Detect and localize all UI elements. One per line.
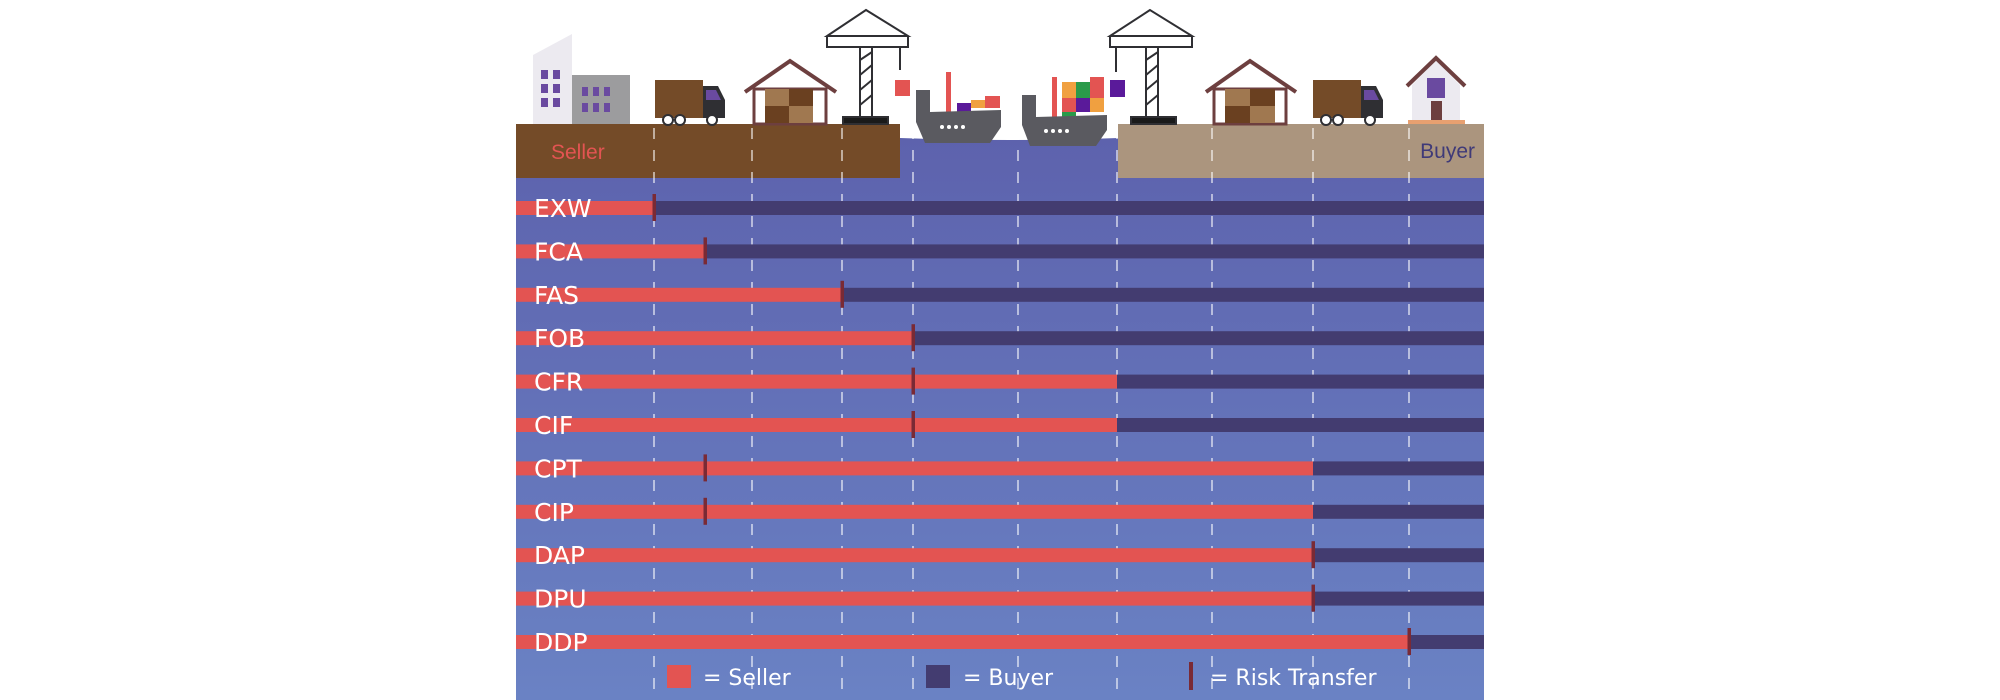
crane-icon [823, 8, 912, 125]
risk-transfer-mark [703, 497, 707, 525]
seller-ground-label: Seller [551, 141, 605, 164]
risk-transfer-mark [652, 194, 656, 221]
buyer-bar [1313, 461, 1484, 476]
incoterm-row-fas: FAS [516, 280, 1484, 310]
incoterm-code: DPU [534, 585, 587, 614]
seller-bar [516, 635, 1409, 649]
risk-transfer-mark [911, 324, 915, 352]
risk-transfer-mark [911, 367, 915, 395]
seller-bar [516, 504, 1313, 519]
incoterm-row-ddp: DDP [516, 628, 1484, 657]
incoterm-row-fob: FOB [516, 324, 1484, 353]
incoterm-code: DDP [534, 628, 588, 657]
buyer-bar [705, 244, 1484, 259]
buyer-bar [1117, 374, 1484, 389]
incoterm-row-cpt: CPT [516, 454, 1484, 483]
risk-transfer-mark [1407, 628, 1411, 655]
seller-bar [516, 461, 1313, 476]
incoterm-row-dpu: DPU [516, 584, 1484, 614]
incoterm-code: FCA [534, 237, 583, 266]
truck-icon [655, 80, 725, 126]
incoterm-code: FOB [534, 324, 585, 353]
buyer-bar [1313, 591, 1484, 606]
risk-transfer-mark [703, 237, 707, 265]
risk-transfer-mark [1311, 541, 1315, 569]
cargo-ship-icon [1022, 77, 1125, 146]
legend-buyer-label: = Buyer [963, 666, 1054, 691]
seller-bar [516, 418, 1117, 432]
incoterm-row-fca: FCA [516, 237, 1484, 266]
buyer-bar [1313, 504, 1484, 519]
buyer-bar [842, 287, 1484, 302]
legend: = Seller = Buyer = Risk Transfer [667, 662, 1377, 691]
risk-transfer-mark [1311, 584, 1315, 612]
seller-bar [516, 548, 1313, 563]
incoterm-code: CFR [534, 368, 583, 397]
seller-ground [516, 124, 900, 178]
incoterm-row-exw: EXW [516, 194, 1484, 223]
warehouse-icon [743, 58, 838, 126]
legend-risk-label: = Risk Transfer [1210, 666, 1377, 691]
incoterm-code: CPT [534, 454, 583, 483]
incoterm-row-dap: DAP [516, 541, 1484, 570]
legend-buyer-swatch [926, 665, 950, 688]
incoterm-row-cip: CIP [516, 497, 1484, 527]
incoterm-code: CIP [534, 498, 574, 527]
incoterm-code: EXW [534, 194, 592, 223]
buyer-bar [913, 331, 1484, 346]
sea-background [516, 135, 1484, 700]
legend-seller-label: = Seller [703, 666, 792, 691]
seller-bar [516, 331, 913, 346]
risk-transfer-mark [703, 454, 707, 482]
cargo-ship-icon [916, 72, 1001, 143]
risk-transfer-mark [911, 411, 915, 438]
incoterm-row-cfr: CFR [516, 367, 1484, 397]
truck-icon [1313, 80, 1383, 126]
incoterm-code: FAS [534, 281, 579, 310]
office-building-icon [533, 34, 630, 124]
buyer-bar [654, 201, 1484, 215]
incoterm-code: DAP [534, 541, 585, 570]
incoterm-code: CIF [534, 411, 573, 440]
incoterm-rows: EXW FCA FAS FOB CFR CIF CPT CIP DAP DPU DDP [516, 194, 1484, 657]
buyer-bar [1313, 548, 1484, 563]
seller-bar [516, 374, 1117, 389]
legend-risk-mark [1189, 662, 1193, 690]
risk-transfer-mark [840, 280, 844, 308]
seller-bar [516, 591, 1313, 606]
seller-bar [516, 244, 705, 259]
buyer-ground-label: Buyer [1420, 140, 1475, 163]
buyer-bar [1117, 418, 1484, 432]
legend-seller-swatch [667, 665, 691, 688]
house-icon [1405, 55, 1467, 124]
seller-bar [516, 201, 654, 215]
buyer-ground [1118, 124, 1484, 178]
seller-bar [516, 287, 842, 302]
crane-icon [1106, 8, 1196, 125]
incoterm-row-cif: CIF [516, 411, 1484, 440]
buyer-bar [1409, 635, 1484, 649]
warehouse-icon [1204, 58, 1298, 126]
